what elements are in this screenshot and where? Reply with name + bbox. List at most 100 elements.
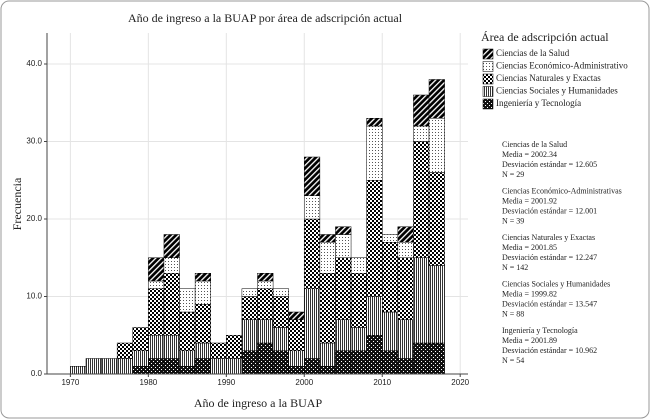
stats-line: Desviación estándar = 12.605 <box>502 160 597 169</box>
legend-swatch <box>482 48 494 60</box>
bar-segment <box>428 118 445 173</box>
bar-segment <box>428 342 445 375</box>
stats-line: N = 29 <box>502 170 524 179</box>
bar-segment <box>148 257 165 282</box>
stats-name: Ciencias Sociales y Humanidades <box>502 279 610 288</box>
bar-segment <box>350 257 367 274</box>
bar-segment <box>350 327 367 351</box>
bar-segment <box>194 342 211 359</box>
legend-swatch <box>482 73 494 85</box>
legend-label: Ciencias Naturales y Exactas <box>496 73 601 83</box>
bar-segment <box>132 327 149 351</box>
bar-segment <box>319 342 336 367</box>
bar-segment <box>335 319 352 351</box>
bar-segment <box>397 257 414 320</box>
bar-segment <box>194 358 211 375</box>
bar-segment <box>163 335 180 359</box>
bar-segment <box>335 350 352 375</box>
bar-segment <box>241 319 258 351</box>
bar-segment <box>163 234 180 258</box>
stats-line: N = 54 <box>502 356 524 365</box>
bar-segment <box>148 288 165 336</box>
bar-segment <box>148 358 165 375</box>
bar-segment <box>381 242 399 313</box>
bar-segment <box>428 79 445 119</box>
bar-segment <box>366 180 383 297</box>
bar-segment <box>366 118 383 127</box>
bar-segment <box>257 342 274 375</box>
x-tick-label: 1980 <box>139 378 157 387</box>
stats-line: Desviación estándar = 10.962 <box>502 346 597 355</box>
bar-segment <box>163 358 180 375</box>
bar-segment <box>304 195 321 220</box>
stats-name: Ciencias Naturales y Exactas <box>502 233 595 242</box>
bar-segment <box>257 273 274 282</box>
y-tick-label: 10.0 <box>26 292 42 301</box>
bar-segment <box>381 234 399 243</box>
stats-line: N = 142 <box>502 263 528 272</box>
bar-segment <box>226 335 243 359</box>
stats-line: Desviación estándar = 12.247 <box>502 253 597 262</box>
x-tick-label: 1990 <box>217 378 235 387</box>
bar-segment <box>381 350 399 375</box>
bar-segment <box>304 288 321 359</box>
bar-segment <box>397 358 414 375</box>
stats-line: Media = 2001.85 <box>502 243 557 252</box>
stats-name: Ciencias de la Salud <box>502 140 567 149</box>
stats-line: N = 88 <box>502 309 524 318</box>
legend-title: Área de adscripción actual <box>481 30 609 44</box>
bar-segment <box>272 327 289 351</box>
chart-title: Año de ingreso a la BUAP por área de ads… <box>128 11 403 25</box>
y-tick-label: 40.0 <box>26 59 42 68</box>
bar-segment <box>428 265 445 344</box>
bar-segment <box>288 311 305 320</box>
x-tick-label: 2000 <box>295 378 313 387</box>
bar-segment <box>163 257 180 274</box>
stats-line: Media = 2001.92 <box>502 196 557 205</box>
stats-line: Desviación estándar = 13.547 <box>502 299 597 308</box>
bar-segment <box>335 234 352 258</box>
bar-segment <box>163 273 180 336</box>
bar-segment <box>272 350 289 375</box>
bar-segment <box>366 296 383 336</box>
bar-segment <box>116 342 134 359</box>
bar-segment <box>194 304 211 344</box>
bar-segment <box>241 296 258 320</box>
bar-segment <box>397 319 414 359</box>
legend-label: Ciencias Económico-Administrativo <box>496 61 628 71</box>
bar-segment <box>413 257 430 344</box>
bar-segment <box>304 358 321 375</box>
stats-line: Desviación estándar = 12.001 <box>502 206 597 215</box>
bar-segment <box>179 311 196 351</box>
bar-segment <box>350 273 367 328</box>
bar-segment <box>132 350 149 367</box>
bar-segment <box>179 366 196 375</box>
bar-segment <box>226 358 243 375</box>
bar-segment <box>413 125 430 142</box>
bar-segment <box>304 156 321 196</box>
x-tick-label: 2010 <box>373 378 391 387</box>
bar-segment <box>241 288 258 297</box>
bar-segment <box>319 273 336 344</box>
x-axis-label: Año de ingreso a la BUAP <box>194 396 323 410</box>
x-tick-label: 1970 <box>61 378 79 387</box>
bar-segment <box>381 311 399 351</box>
stats-line: Media = 2001.89 <box>502 336 557 345</box>
legend-label: Ingeniería y Tecnología <box>496 98 581 108</box>
y-tick-label: 30.0 <box>26 137 42 146</box>
bar-segment <box>70 366 87 375</box>
bar-segment <box>257 319 274 344</box>
legend-swatch <box>482 61 494 72</box>
bar-segment <box>179 350 196 367</box>
bar-segment <box>428 172 445 266</box>
bar-segment <box>288 366 305 375</box>
bar-segment <box>288 350 305 367</box>
stats-line: N = 39 <box>502 216 524 225</box>
bar-segment <box>272 288 289 297</box>
bar-segment <box>257 280 274 289</box>
bar-segment <box>288 319 305 351</box>
stats-name: Ingeniería y Tecnología <box>502 326 578 335</box>
y-axis-label: Frecuencia <box>10 177 24 230</box>
stats-name: Ciencias Económico-Administrativas <box>502 186 622 195</box>
